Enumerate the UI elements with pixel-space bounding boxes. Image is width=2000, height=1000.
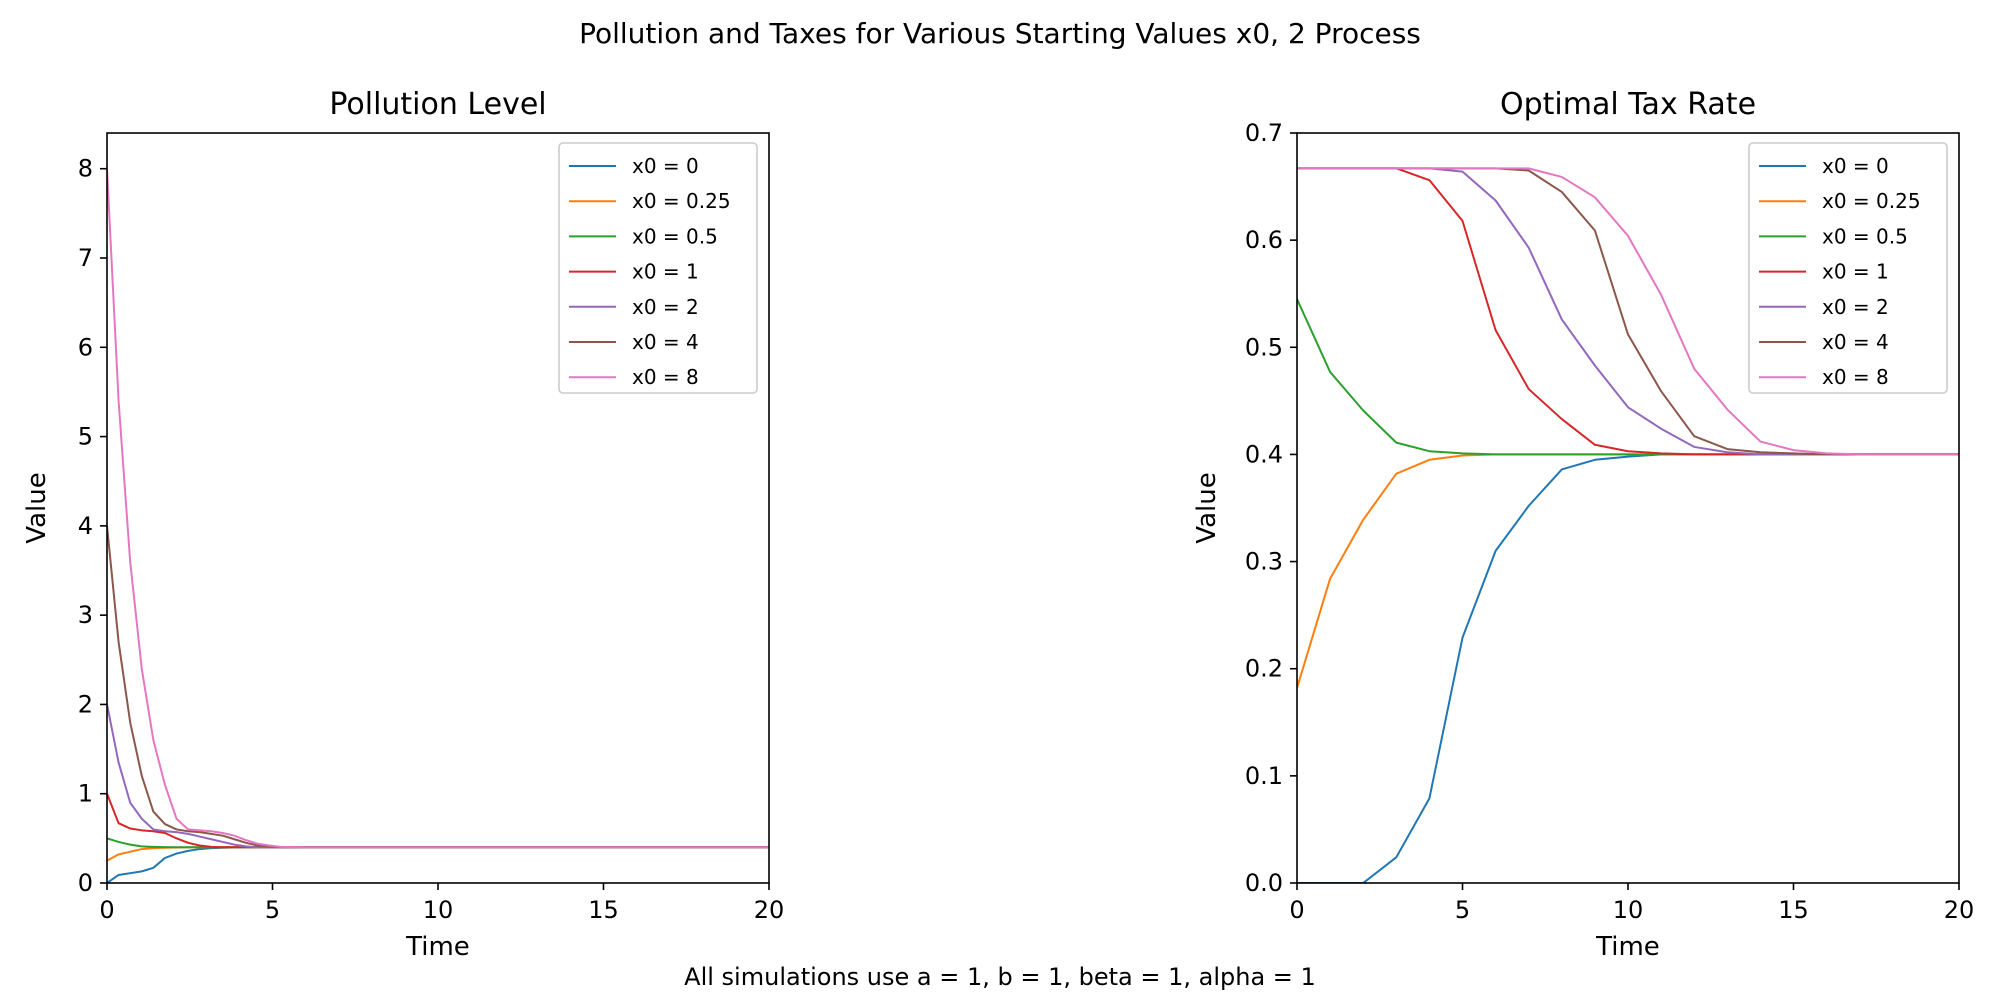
tax-series-line-x0-8 [1297, 167, 1959, 456]
pollution-legend-label-x0-8: x0 = 8 [632, 365, 699, 389]
tax-series-group [1297, 167, 1959, 883]
figure-suptitle: Pollution and Taxes for Various Starting… [579, 17, 1421, 50]
tax-legend-label-x0-0-5: x0 = 0.5 [1822, 224, 1908, 248]
pollution-legend-label-x0-0-5: x0 = 0.5 [632, 224, 718, 248]
tax-legend-label-x0-8: x0 = 8 [1822, 365, 1889, 389]
pollution-x-axis-label: Time [405, 932, 470, 962]
tax-x-tick-label: 15 [1778, 896, 1809, 924]
tax-y-axis-label: Value [1192, 472, 1222, 543]
pollution-x-tick-label: 5 [265, 896, 280, 924]
tax-y-tick-label: 0.0 [1245, 869, 1283, 897]
optimal-tax-rate-axes: Optimal Tax Rate 0 5 10 15 20 0.0 0.1 0.2 0.3 0.4 0… [1192, 87, 1974, 962]
pollution-x-tick-label: 10 [423, 896, 454, 924]
pollution-legend-label-x0-0-25: x0 = 0.25 [632, 189, 731, 213]
pollution-legend-box [558, 142, 758, 394]
tax-legend-label-x0-0-25: x0 = 0.25 [1822, 189, 1921, 213]
pollution-chart-title: Pollution Level [329, 87, 546, 122]
tax-y-tick-label: 0.5 [1245, 333, 1283, 361]
pollution-y-tick-label: 5 [78, 423, 93, 451]
tax-chart-title: Optimal Tax Rate [1500, 87, 1756, 122]
tax-y-tick-label: 0.1 [1245, 762, 1283, 790]
tax-x-tick-label: 20 [1944, 896, 1975, 924]
pollution-y-tick-label: 8 [78, 155, 93, 183]
pollution-y-tick-label: 7 [78, 244, 93, 272]
pollution-y-axis-label: Value [22, 472, 52, 543]
tax-y-tick-label: 0.6 [1245, 226, 1283, 254]
tax-x-tick-label: 10 [1613, 896, 1644, 924]
tax-x-tick-label: 5 [1455, 896, 1470, 924]
pollution-y-tick-label: 6 [78, 333, 93, 361]
tax-legend-label-x0-4: x0 = 4 [1822, 330, 1889, 354]
tax-legend: x0 = 0 x0 = 0.25 x0 = 0.5 x0 = 1 x0 = 2 x0 = … [1748, 142, 1948, 394]
tax-x-tick-label: 0 [1289, 896, 1304, 924]
pollution-legend-label-x0-1: x0 = 1 [632, 260, 699, 284]
tax-legend-label-x0-2: x0 = 2 [1822, 295, 1889, 319]
pollution-legend: x0 = 0 x0 = 0.25 x0 = 0.5 x0 = 1 x0 = 2 x0 = … [558, 142, 758, 394]
tax-y-tick-label: 0.7 [1245, 119, 1283, 147]
pollution-series-line-x0-8 [107, 168, 769, 849]
pollution-legend-label-x0-2: x0 = 2 [632, 295, 699, 319]
tax-legend-label-x0-1: x0 = 1 [1822, 260, 1889, 284]
pollution-level-axes: Pollution Level 0 5 10 15 20 0 1 2 3 4 5 6 7 8 Time Valu… [22, 87, 784, 962]
pollution-y-tick-label: 0 [78, 869, 93, 897]
tax-y-tick-label: 0.2 [1245, 655, 1283, 683]
figure-footnote: All simulations use a = 1, b = 1, beta =… [684, 963, 1316, 991]
pollution-y-tick-label: 4 [78, 512, 93, 540]
tax-legend-box [1748, 142, 1948, 394]
pollution-y-tick-label: 3 [78, 601, 93, 629]
pollution-legend-label-x0-4: x0 = 4 [632, 330, 699, 354]
tax-y-tick-label: 0.3 [1245, 548, 1283, 576]
tax-y-tick-label: 0.4 [1245, 440, 1283, 468]
pollution-y-tick-label: 2 [78, 690, 93, 718]
pollution-y-tick-label: 1 [78, 780, 93, 808]
pollution-x-tick-label: 15 [588, 896, 619, 924]
pollution-x-tick-label: 20 [754, 896, 785, 924]
pollution-legend-label-x0-0: x0 = 0 [632, 154, 699, 178]
tax-legend-label-x0-0: x0 = 0 [1822, 154, 1889, 178]
tax-x-axis-label: Time [1595, 932, 1660, 962]
pollution-x-tick-label: 0 [99, 896, 114, 924]
pollution-series-group [107, 168, 769, 883]
